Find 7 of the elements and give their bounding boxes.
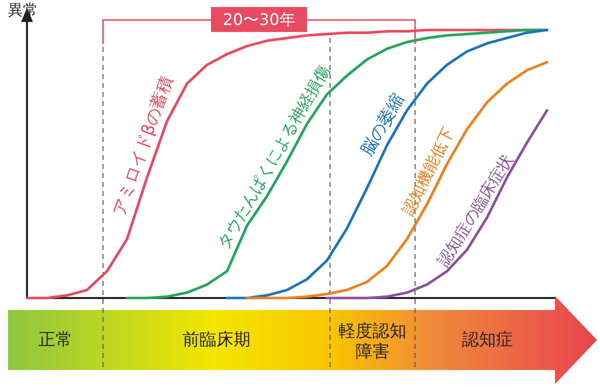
- text: 前臨床期: [182, 330, 251, 350]
- text: 認知症: [462, 330, 514, 350]
- text: 正常: [38, 330, 73, 350]
- text: タウたんぱくによる神経損傷: [213, 62, 334, 252]
- text: 20〜30年: [222, 10, 296, 29]
- text: 軽度認知障害: [338, 322, 407, 362]
- text: アミロイドβの蓄積: [109, 73, 178, 218]
